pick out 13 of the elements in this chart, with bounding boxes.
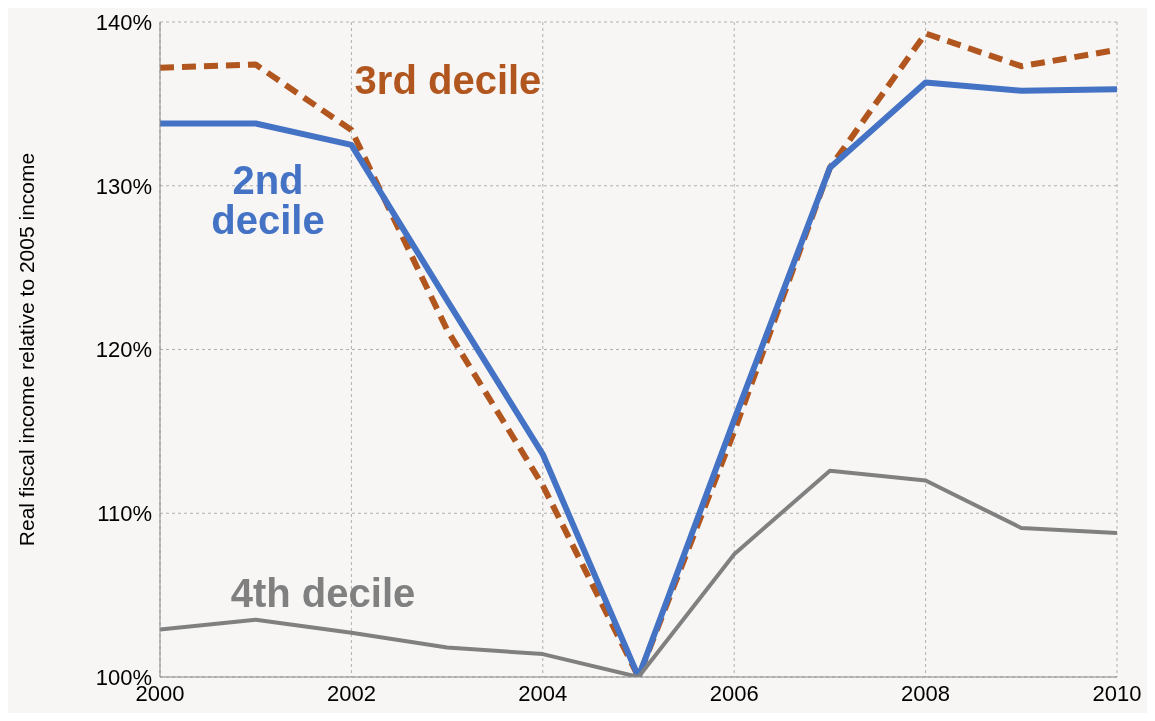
x-tick-label: 2008 [901,680,951,706]
x-tick-label: 2006 [709,680,759,706]
y-tick-label: 110% [97,501,152,527]
x-tick-label: 2004 [518,680,568,706]
y-axis-title: Real fiscal income relative to 2005 income [15,152,39,547]
y-tick-label: 130% [95,173,152,199]
x-tick-label: 2010 [1092,680,1142,706]
y-tick-label: 120% [95,337,152,363]
series-label: 3rd decile [353,58,543,102]
series-label: 2nd decile [210,158,326,242]
y-tick-label: 140% [95,9,152,35]
x-tick-label: 2002 [326,680,376,706]
series-label: 4th decile [229,571,417,615]
